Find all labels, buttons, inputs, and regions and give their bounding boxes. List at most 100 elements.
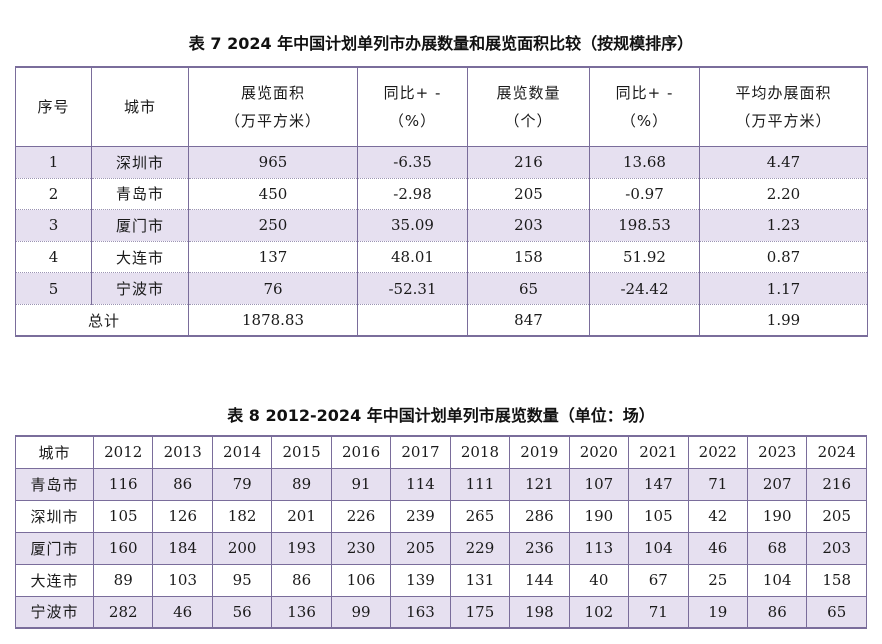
table7: 序号 城市 展览面积 （万平方米） 同比+ - （%） 展览数量 （个） 同比+ - （… bbox=[15, 66, 868, 338]
cell-count: 104 bbox=[746, 563, 808, 597]
table-row: 5 宁波市 76 -52.31 65 -24.42 1.17 bbox=[15, 272, 868, 305]
cell-count: 158 bbox=[806, 563, 867, 597]
total-area: 1878.83 bbox=[188, 304, 358, 337]
cell-count: 86 bbox=[152, 467, 213, 501]
table8-header-row: 城市 2012 2013 2014 2015 2016 2017 2018 20… bbox=[15, 435, 867, 469]
cell-count-yoy: 13.68 bbox=[589, 146, 700, 179]
cell-count: 116 bbox=[92, 467, 154, 501]
cell-count: 114 bbox=[390, 467, 451, 501]
cell-city: 大连市 bbox=[15, 563, 94, 597]
header-year: 2016 bbox=[330, 435, 392, 469]
table-row: 深圳市 105 126 182 201 226 239 265 286 190 105 42 190 20… bbox=[15, 499, 867, 533]
cell-count: 265 bbox=[449, 499, 511, 533]
cell-count: 113 bbox=[568, 531, 630, 565]
cell-count: 42 bbox=[687, 499, 748, 533]
cell-count: 56 bbox=[211, 595, 273, 629]
cell-count: 86 bbox=[271, 563, 332, 597]
cell-count: 131 bbox=[449, 563, 511, 597]
header-avg-area: 平均办展面积 （万平方米） bbox=[699, 67, 868, 147]
cell-city: 厦门市 bbox=[91, 209, 189, 242]
cell-count: 184 bbox=[152, 531, 213, 565]
cell-count: 198 bbox=[509, 595, 570, 629]
cell-count-yoy: -0.97 bbox=[589, 178, 700, 210]
cell-count: 105 bbox=[92, 499, 154, 533]
cell-count: 160 bbox=[92, 531, 154, 565]
header-year: 2014 bbox=[211, 435, 273, 469]
cell-seq: 1 bbox=[15, 146, 92, 179]
header-year: 2021 bbox=[628, 435, 689, 469]
cell-area-yoy: 48.01 bbox=[357, 241, 468, 273]
cell-city: 宁波市 bbox=[15, 595, 94, 629]
cell-seq: 5 bbox=[15, 272, 92, 305]
cell-avg-area: 0.87 bbox=[699, 241, 868, 273]
header-city: 城市 bbox=[91, 67, 189, 147]
cell-count: 200 bbox=[211, 531, 273, 565]
cell-count: 99 bbox=[330, 595, 392, 629]
cell-count: 67 bbox=[628, 563, 689, 597]
cell-count: 106 bbox=[330, 563, 392, 597]
cell-count: 111 bbox=[449, 467, 511, 501]
cell-count: 68 bbox=[746, 531, 808, 565]
cell-count: 139 bbox=[390, 563, 451, 597]
cell-area-yoy: -52.31 bbox=[357, 272, 468, 305]
header-area-yoy: 同比+ - （%） bbox=[357, 67, 468, 147]
cell-area-yoy: -2.98 bbox=[357, 178, 468, 210]
cell-count: 163 bbox=[390, 595, 451, 629]
total-row: 总计 1878.83 847 1.99 bbox=[15, 304, 868, 337]
cell-city: 青岛市 bbox=[15, 467, 94, 501]
cell-count: 71 bbox=[628, 595, 689, 629]
cell-count: 158 bbox=[467, 241, 590, 273]
table8: 城市 2012 2013 2014 2015 2016 2017 2018 20… bbox=[15, 435, 867, 629]
cell-avg-area: 4.47 bbox=[699, 146, 868, 179]
table-row: 青岛市 116 86 79 89 91 114 111 121 107 147 71 207 216 bbox=[15, 467, 867, 501]
table7-title: 表 7 2024 年中国计划单列市办展数量和展览面积比较（按规模排序） bbox=[188, 34, 694, 53]
header-year: 2013 bbox=[152, 435, 213, 469]
cell-count: 65 bbox=[806, 595, 867, 629]
header-year: 2020 bbox=[568, 435, 630, 469]
header-year: 2023 bbox=[746, 435, 808, 469]
cell-avg-area: 1.23 bbox=[699, 209, 868, 242]
cell-count-yoy: 51.92 bbox=[589, 241, 700, 273]
cell-count: 286 bbox=[509, 499, 570, 533]
header-seq: 序号 bbox=[15, 67, 92, 147]
cell-city: 青岛市 bbox=[91, 178, 189, 210]
table-row: 大连市 89 103 95 86 106 139 131 144 40 67 25 104 158 bbox=[15, 563, 867, 597]
cell-count: 193 bbox=[271, 531, 332, 565]
cell-count: 71 bbox=[687, 467, 748, 501]
cell-count: 136 bbox=[271, 595, 332, 629]
cell-area-yoy: 35.09 bbox=[357, 209, 468, 242]
cell-count: 205 bbox=[390, 531, 451, 565]
cell-count: 79 bbox=[211, 467, 273, 501]
cell-count: 107 bbox=[568, 467, 630, 501]
table-row: 2 青岛市 450 -2.98 205 -0.97 2.20 bbox=[15, 178, 868, 210]
cell-count: 282 bbox=[92, 595, 154, 629]
header-count-yoy: 同比+ - （%） bbox=[589, 67, 700, 147]
cell-count: 46 bbox=[687, 531, 748, 565]
cell-count: 216 bbox=[806, 467, 867, 501]
table-row: 1 深圳市 965 -6.35 216 13.68 4.47 bbox=[15, 146, 868, 179]
header-area: 展览面积 （万平方米） bbox=[188, 67, 358, 147]
cell-count: 19 bbox=[687, 595, 748, 629]
cell-count: 147 bbox=[628, 467, 689, 501]
header-year: 2019 bbox=[509, 435, 570, 469]
table-row: 3 厦门市 250 35.09 203 198.53 1.23 bbox=[15, 209, 868, 242]
cell-count: 205 bbox=[467, 178, 590, 210]
cell-count: 229 bbox=[449, 531, 511, 565]
cell-count: 91 bbox=[330, 467, 392, 501]
cell-count: 203 bbox=[467, 209, 590, 242]
cell-count: 65 bbox=[467, 272, 590, 305]
cell-count: 25 bbox=[687, 563, 748, 597]
cell-seq: 3 bbox=[15, 209, 92, 242]
cell-count: 46 bbox=[152, 595, 213, 629]
cell-count: 190 bbox=[568, 499, 630, 533]
cell-count: 126 bbox=[152, 499, 213, 533]
cell-avg-area: 1.17 bbox=[699, 272, 868, 305]
total-avg-area: 1.99 bbox=[699, 304, 868, 337]
cell-count-yoy: 198.53 bbox=[589, 209, 700, 242]
cell-count: 102 bbox=[568, 595, 630, 629]
cell-count: 121 bbox=[509, 467, 570, 501]
cell-count: 230 bbox=[330, 531, 392, 565]
cell-count-yoy: -24.42 bbox=[589, 272, 700, 305]
cell-city: 深圳市 bbox=[15, 499, 94, 533]
cell-count: 40 bbox=[568, 563, 630, 597]
